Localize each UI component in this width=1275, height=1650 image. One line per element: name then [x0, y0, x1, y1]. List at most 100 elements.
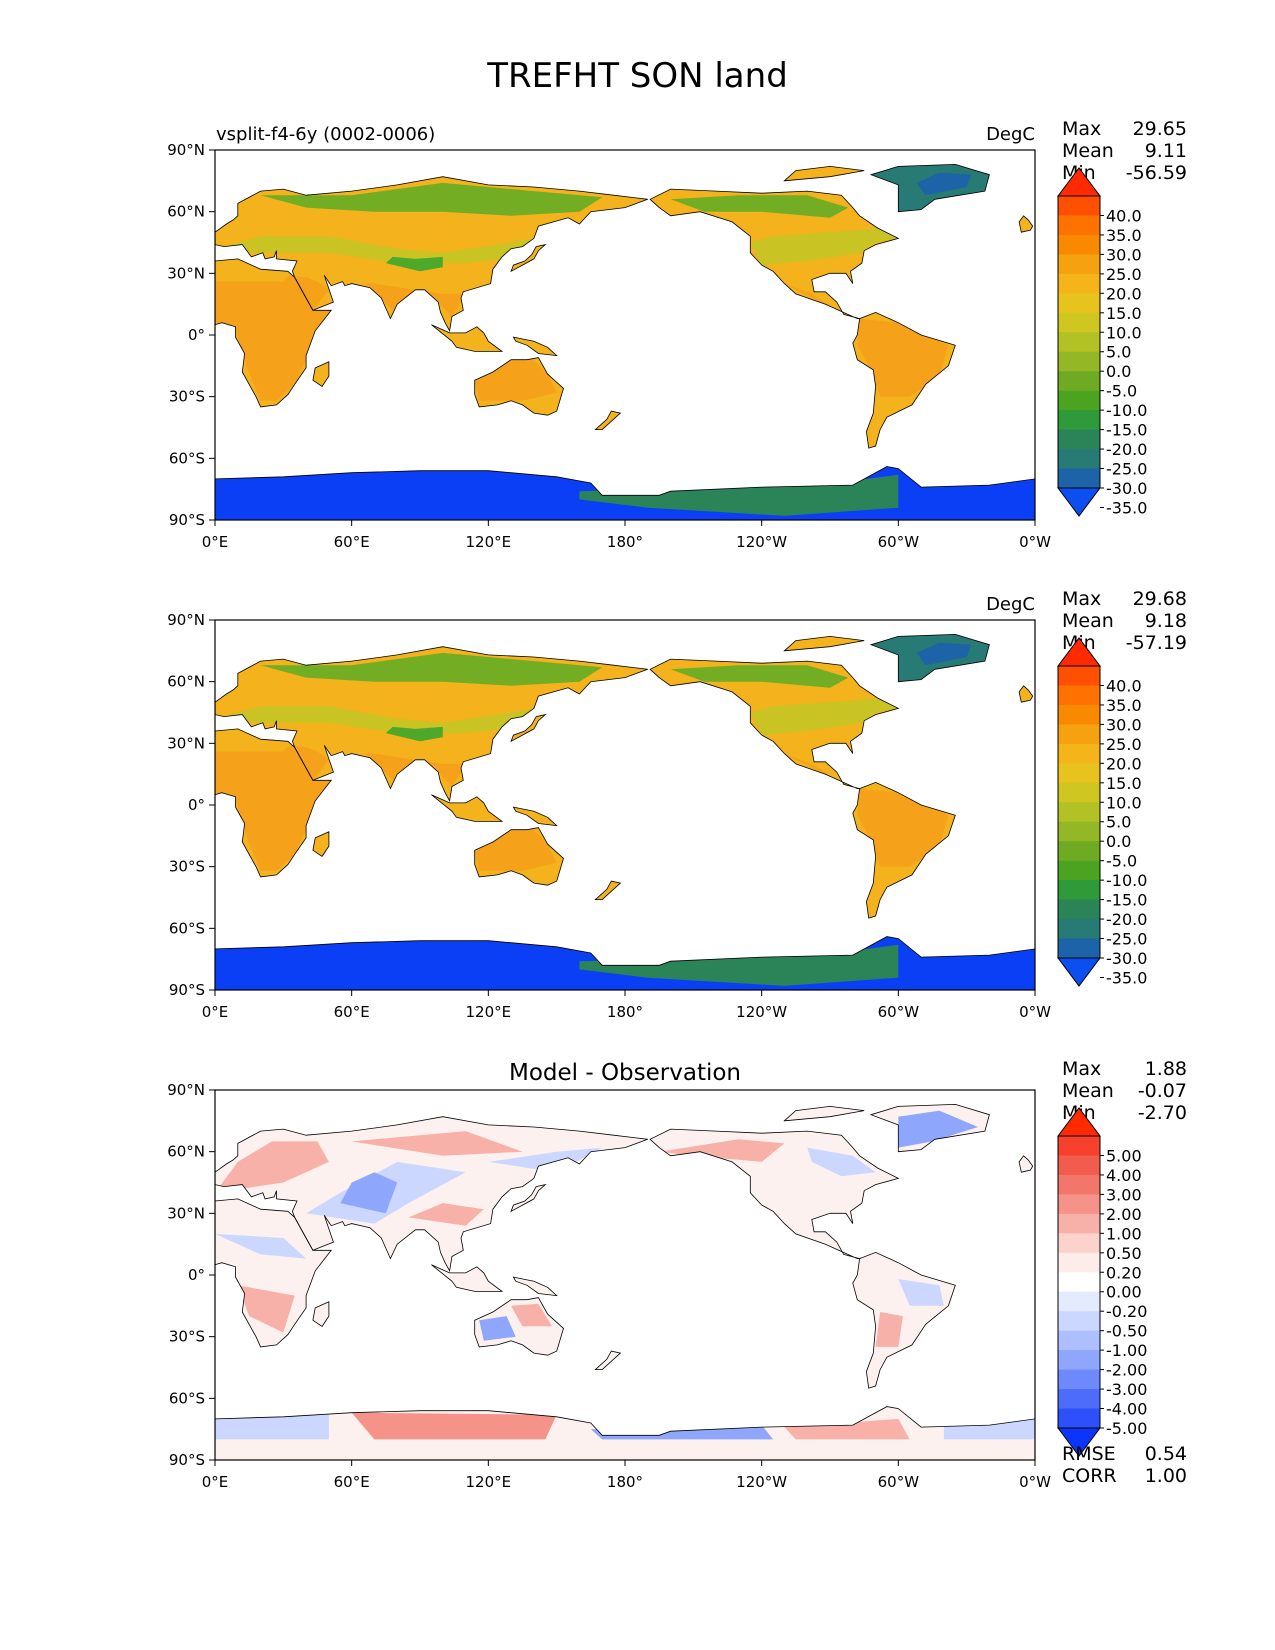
- colorbar-tick-label: -20.0: [1106, 910, 1147, 929]
- colorbar-extend-min: [1057, 957, 1101, 987]
- colorbar-segment: [1058, 468, 1100, 489]
- stat-min-value: -57.19: [1126, 632, 1187, 654]
- field-contours: [215, 1110, 1035, 1440]
- contour-tropics: [474, 829, 557, 871]
- lat-tick-label: 60°N: [167, 203, 205, 221]
- lat-tick-label: 30°S: [169, 1328, 205, 1346]
- stat-mean-value: -0.07: [1138, 1080, 1187, 1102]
- contour-subtropics: [773, 731, 862, 744]
- coastline-arctic_isles: [783, 635, 865, 652]
- contour-boreal: [260, 182, 603, 216]
- lon-tick-label: 0°E: [202, 1473, 229, 1491]
- colorbar-tick-label: 2.00: [1106, 1205, 1142, 1224]
- lon-tick-label: 0°W: [1019, 1473, 1051, 1491]
- colorbar-segment: [1058, 273, 1100, 294]
- lon-tick-label: 0°E: [202, 1003, 229, 1021]
- contour-tropics: [784, 283, 860, 319]
- coastline-newzealand: [594, 410, 622, 431]
- colorbar-tick-label: 30.0: [1106, 245, 1142, 264]
- lat-tick-label: 60°N: [167, 1143, 205, 1161]
- contour-tropics: [857, 318, 949, 397]
- colorbar-tick-label: -1.00: [1106, 1341, 1147, 1360]
- lat-tick-label: 0°: [188, 326, 205, 344]
- colorbar: 40.035.030.025.020.015.010.05.00.0-5.0-1…: [1057, 637, 1147, 987]
- colorbar-tick-label: 0.20: [1106, 1263, 1142, 1282]
- lat-tick-label: 30°S: [169, 858, 205, 876]
- coastline-africa: [214, 728, 333, 878]
- colorbar-tick-label: -15.0: [1106, 421, 1147, 440]
- colorbar-tick-label: 40.0: [1106, 206, 1142, 225]
- colorbar-tick-label: 5.00: [1106, 1146, 1142, 1165]
- colorbar-segment: [1058, 449, 1100, 470]
- panel-center-title: Model - Observation: [509, 1060, 741, 1086]
- contour-boreal: [670, 195, 849, 218]
- coastline-antarctica: [214, 466, 1036, 521]
- colorbar-segment: [1058, 1252, 1100, 1273]
- coastline-madagascar: [312, 1301, 330, 1327]
- coastline-australia: [474, 827, 564, 886]
- lon-tick-label: 120°E: [466, 1003, 512, 1021]
- colorbar-segment: [1058, 1408, 1100, 1429]
- contour-warm_strong: [351, 1412, 557, 1440]
- colorbar-tick-label: 3.00: [1106, 1185, 1142, 1204]
- colorbar-segment: [1058, 429, 1100, 450]
- coastline-newzealand: [594, 880, 622, 901]
- panel-model: 90°N 60°N 30°N 0° 30°S 60°S 90°S 0°E 60°E 120°E 18…: [167, 118, 1187, 551]
- colorbar-tick-label: -5.0: [1106, 852, 1137, 871]
- coastline-eurasia: [214, 1116, 648, 1273]
- lat-tick-label: 30°S: [169, 388, 205, 406]
- contour-warm: [875, 1312, 903, 1347]
- land-newguinea: [513, 1277, 557, 1296]
- stat-max-value: 1.88: [1145, 1058, 1187, 1080]
- stat-min-value: -2.70: [1138, 1102, 1187, 1124]
- land-newzealand: [595, 1351, 621, 1370]
- lat-tick-label: 60°S: [169, 1389, 205, 1407]
- coastline-newguinea: [512, 336, 558, 357]
- land-madagascar: [312, 361, 329, 387]
- coastline-africa: [214, 258, 333, 408]
- lon-tick-label: 60°W: [878, 1003, 920, 1021]
- lon-tick-label: 0°W: [1019, 533, 1051, 551]
- colorbar-segment: [1058, 254, 1100, 275]
- coastline-uk: [1018, 1155, 1034, 1173]
- lon-tick-label: 180°: [607, 1003, 643, 1021]
- stat-mean-label: Mean: [1062, 1080, 1114, 1102]
- contour-subtropics: [773, 261, 862, 274]
- colorbar-tick-label: 40.0: [1106, 676, 1142, 695]
- contour-cool: [807, 1147, 876, 1177]
- land-arctic_isles: [784, 1106, 865, 1121]
- coastline-greenland: [869, 633, 990, 683]
- colorbar-segment: [1058, 1311, 1100, 1332]
- contour-warm: [408, 1203, 484, 1226]
- lat-tick-label: 30°N: [167, 734, 205, 752]
- stat-max-value: 29.65: [1133, 118, 1187, 140]
- panel-observation: 90°N 60°N 30°N 0° 30°S 60°S 90°S 0°E 60°E 120°E 18…: [167, 588, 1187, 1021]
- stat-max-label: Max: [1062, 118, 1101, 140]
- coastline-antarctica: [214, 936, 1036, 991]
- contour-greenland_core: [916, 642, 972, 666]
- colorbar-tick-label: 0.0: [1106, 832, 1131, 851]
- colorbar-tick-label: -3.00: [1106, 1380, 1147, 1399]
- colorbar-segment: [1058, 215, 1100, 236]
- colorbar-segment: [1058, 1174, 1100, 1195]
- colorbar-segment: [1058, 1194, 1100, 1215]
- contour-tibet: [385, 726, 443, 742]
- lat-tick-label: 30°N: [167, 1204, 205, 1222]
- stat-mean-label: Mean: [1062, 140, 1114, 162]
- land-indonesia: [431, 1264, 502, 1292]
- units-label: DegC: [986, 594, 1035, 615]
- colorbar-extend-min: [1057, 487, 1101, 517]
- colorbar-segment: [1058, 860, 1100, 881]
- units-label: DegC: [986, 124, 1035, 145]
- colorbar-tick-label: -2.00: [1106, 1361, 1147, 1380]
- field-contours: [215, 164, 990, 516]
- coastline-africa: [214, 1198, 333, 1348]
- colorbar-tick-label: 30.0: [1106, 715, 1142, 734]
- contour-midlat: [215, 706, 534, 734]
- lat-tick-label: 90°S: [169, 1451, 205, 1469]
- coastline-southamerica: [852, 311, 956, 449]
- lat-tick-label: 90°N: [167, 611, 205, 629]
- colorbar-tick-label: -25.0: [1106, 460, 1147, 479]
- lon-tick-label: 0°E: [202, 533, 229, 551]
- contour-cool_strong: [479, 1316, 516, 1341]
